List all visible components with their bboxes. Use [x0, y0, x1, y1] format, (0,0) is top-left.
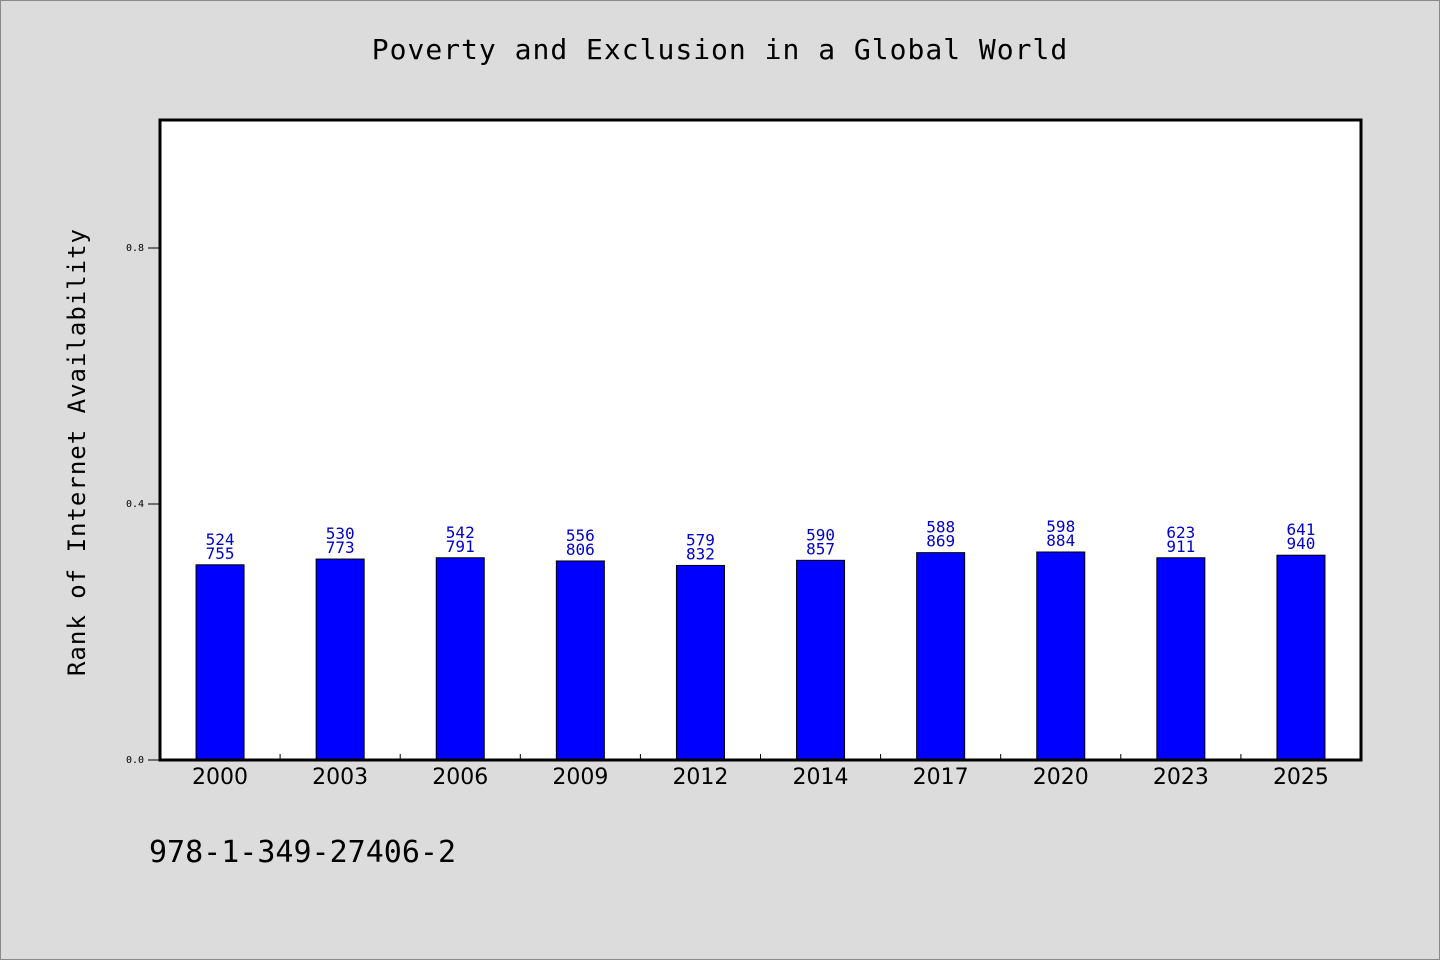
data-label-bottom: 755	[206, 544, 235, 563]
x-tick-label: 2023	[1153, 765, 1209, 790]
chart-title: Poverty and Exclusion in a Global World	[371, 33, 1069, 66]
bar	[555, 560, 605, 761]
x-tick-label: 2006	[432, 765, 488, 790]
data-label-top: 542	[446, 523, 475, 542]
data-label-bottom: 940	[1286, 534, 1315, 553]
x-tick-label: 2014	[793, 765, 849, 790]
data-label-top: 623	[1166, 523, 1195, 542]
bar	[1276, 554, 1326, 761]
data-label-bottom: 806	[566, 540, 595, 559]
bar	[675, 564, 725, 761]
data-label-top: 579	[686, 530, 715, 549]
data-label-top: 590	[806, 525, 835, 544]
y-tick-label: 0.0	[126, 755, 144, 766]
data-label-bottom: 911	[1166, 537, 1195, 556]
data-label-top: 641	[1286, 520, 1315, 539]
x-tick-label: 2025	[1273, 765, 1329, 790]
plot-frame	[158, 118, 1363, 762]
data-label-bottom: 773	[326, 538, 355, 557]
data-label-bottom: 832	[686, 544, 715, 563]
data-label-top: 556	[566, 526, 595, 545]
x-tick-label: 2012	[672, 765, 728, 790]
bar	[1036, 551, 1086, 761]
bar	[1156, 557, 1206, 761]
data-label-top: 598	[1046, 517, 1075, 536]
data-label-top: 530	[326, 524, 355, 543]
data-label-top: 588	[926, 518, 955, 537]
bar	[315, 558, 365, 761]
bar	[195, 564, 245, 761]
data-label-bottom: 869	[926, 532, 955, 551]
x-tick-label: 2017	[913, 765, 969, 790]
bar	[435, 557, 485, 761]
x-tick-label: 2020	[1033, 765, 1089, 790]
y-tick-label: 0.8	[126, 243, 144, 254]
isbn-code: 978-1-349-27406-2	[149, 835, 457, 870]
x-tick-label: 2009	[552, 765, 608, 790]
bar	[916, 552, 966, 761]
y-tick-label: 0.4	[126, 499, 144, 510]
data-label-bottom: 857	[806, 539, 835, 558]
bar	[796, 559, 846, 761]
data-label-bottom: 884	[1046, 531, 1075, 550]
data-label-bottom: 791	[446, 537, 475, 556]
data-label-top: 524	[206, 530, 235, 549]
x-tick-label: 2003	[312, 765, 368, 790]
x-tick-label: 2000	[192, 765, 248, 790]
